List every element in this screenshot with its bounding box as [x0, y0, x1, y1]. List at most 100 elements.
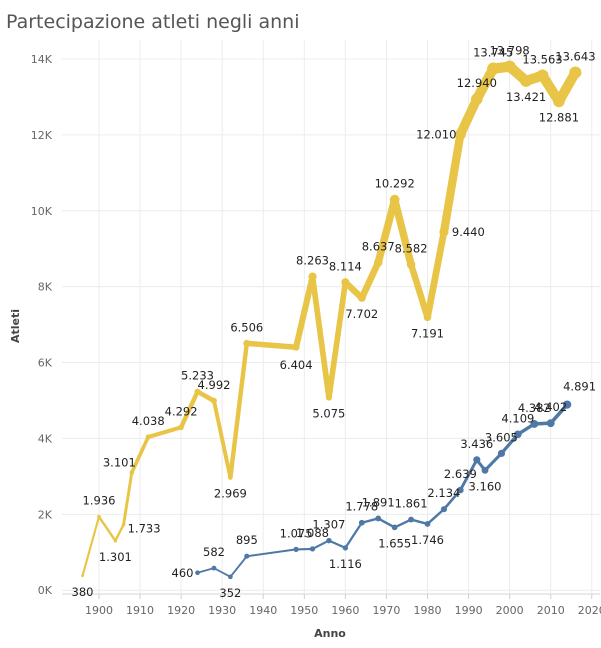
- series-line-segment: [483, 451, 503, 472]
- y-tick-label: 2K: [38, 508, 53, 521]
- data-point: [562, 400, 572, 409]
- data-label: 3.160: [469, 479, 502, 493]
- data-label: 13.798: [489, 44, 529, 58]
- x-tick-label: 1950: [290, 604, 318, 617]
- series-line-segment: [196, 567, 215, 574]
- x-tick-label: 2010: [537, 604, 565, 617]
- data-label: 12.940: [457, 76, 497, 90]
- series-line-segment: [407, 261, 431, 321]
- data-point: [243, 339, 251, 347]
- data-label: 1.861: [395, 497, 428, 511]
- data-label: 4.292: [165, 404, 198, 418]
- x-tick-label: 1910: [126, 604, 154, 617]
- data-label: 3.605: [485, 430, 518, 444]
- data-point: [439, 227, 449, 237]
- series-0: [81, 60, 582, 578]
- data-point: [244, 553, 250, 559]
- series-line-segment: [195, 389, 217, 404]
- series-line-segment: [293, 273, 316, 351]
- grid: [62, 40, 600, 594]
- series-line-segment: [426, 508, 446, 526]
- data-label: 1.891: [362, 496, 395, 510]
- data-label: 1.655: [378, 536, 411, 550]
- data-label: 4.402: [534, 400, 567, 414]
- data-label: 6.506: [230, 320, 263, 334]
- data-point: [195, 570, 200, 576]
- series-line-segment: [326, 279, 349, 401]
- x-tick-label: 1960: [331, 604, 359, 617]
- data-point: [210, 397, 217, 404]
- series-line-segment: [81, 515, 101, 577]
- data-point: [536, 69, 549, 82]
- y-tick-label: 10K: [31, 205, 53, 218]
- data-label: 3.101: [103, 456, 136, 470]
- series-1: [195, 400, 572, 580]
- data-label: 2.639: [444, 467, 477, 481]
- y-tick-label: 8K: [38, 281, 53, 294]
- y-tick-label: 6K: [38, 357, 53, 370]
- data-point: [391, 524, 398, 531]
- data-label: 2.134: [427, 486, 460, 500]
- data-label: 4.382: [518, 401, 551, 415]
- data-point: [129, 470, 135, 475]
- series-line-segment: [229, 555, 248, 578]
- x-tick-label: 1920: [167, 604, 195, 617]
- data-label: 12.881: [539, 110, 579, 124]
- data-point: [553, 95, 565, 108]
- data-label: 7.191: [411, 326, 444, 340]
- data-label: 380: [72, 585, 94, 599]
- data-point: [487, 62, 500, 75]
- data-label: 1.746: [411, 533, 444, 547]
- data-point: [373, 258, 383, 267]
- data-point: [145, 434, 151, 440]
- data-label: 8.114: [329, 259, 362, 273]
- series-line-segment: [390, 195, 415, 269]
- y-tick-label: 12K: [31, 129, 53, 142]
- data-point: [178, 424, 184, 431]
- series-line-segment: [178, 389, 200, 430]
- data-label: 4.038: [132, 414, 165, 428]
- data-point: [211, 565, 217, 571]
- data-label: 5.075: [312, 407, 345, 421]
- series-line-segment: [122, 471, 134, 526]
- data-point: [341, 278, 350, 287]
- x-tick-label: 2020: [578, 604, 601, 617]
- data-point: [309, 546, 316, 552]
- series-line-segment: [327, 539, 347, 549]
- series-line-segment: [309, 273, 332, 401]
- data-label: 1.733: [128, 521, 161, 535]
- data-label: 4.891: [563, 380, 596, 394]
- data-point: [481, 466, 489, 474]
- x-tick-label: 1980: [414, 604, 442, 617]
- data-point: [470, 93, 483, 106]
- data-label: 4.109: [501, 411, 534, 425]
- series-line-segment: [97, 515, 117, 543]
- data-point: [97, 514, 101, 519]
- data-point: [113, 539, 118, 543]
- x-tick-label: 1940: [249, 604, 277, 617]
- data-point: [81, 574, 84, 578]
- data-point: [546, 419, 555, 428]
- data-labels: 3801.9361.3011.7333.1014.0384.2925.2334.…: [72, 44, 597, 600]
- data-label: 1.088: [296, 526, 329, 540]
- x-tick-label: 1990: [455, 604, 483, 617]
- data-point: [473, 456, 481, 464]
- data-point: [440, 506, 447, 513]
- data-point: [457, 486, 464, 494]
- data-label: 352: [219, 586, 241, 600]
- data-point: [194, 388, 201, 395]
- series-line-segment: [424, 228, 448, 321]
- x-axis-ticks: 1900 1910 1920 1930 1940 1950 1960 1970 1980 1990…: [85, 594, 601, 617]
- data-label: 5.233: [181, 369, 214, 383]
- x-tick-label: 1930: [208, 604, 236, 617]
- series-line-segment: [245, 548, 298, 558]
- data-point: [503, 60, 516, 73]
- x-axis-title: Anno: [314, 627, 346, 640]
- data-point: [326, 537, 332, 544]
- data-point: [342, 545, 349, 551]
- y-axis-title: Atleti: [9, 309, 22, 343]
- data-label: 13.421: [506, 90, 546, 104]
- series-line-segment: [442, 488, 462, 511]
- data-label: 1.307: [312, 518, 345, 532]
